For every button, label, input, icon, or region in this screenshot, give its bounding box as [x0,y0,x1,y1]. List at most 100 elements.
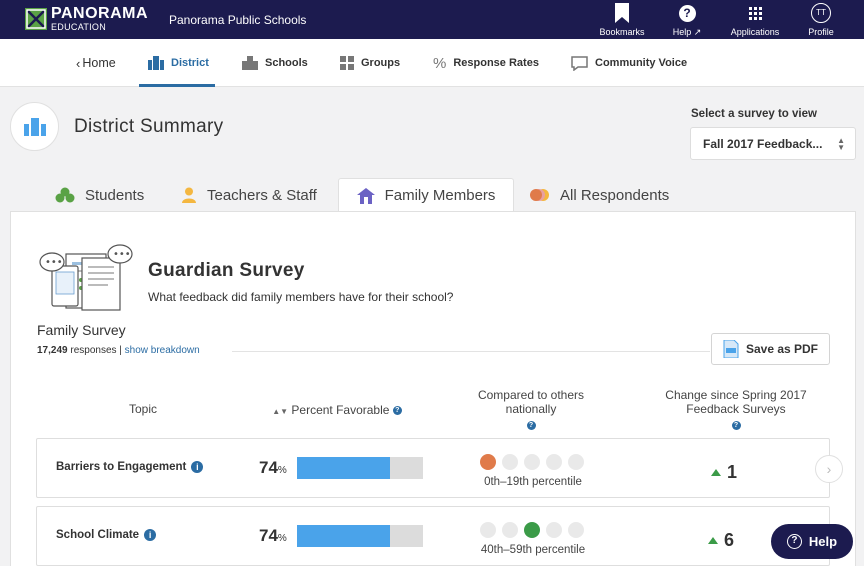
nav-groups[interactable]: Groups [340,39,400,87]
survey-title: Guardian Survey [148,260,305,281]
sort-icon: ▲▼ [272,407,289,416]
survey-select-value: Fall 2017 Feedback... [703,137,823,151]
help-label: Help ↗ [672,27,702,37]
col-change-line2: Feedback Surveys [686,402,786,416]
active-tab-indicator [139,84,215,87]
family-survey-title: Family Survey [37,322,126,338]
percentile-label: 0th–19th percentile [484,476,582,488]
apps-grid-icon [748,6,762,20]
col-percent-label: Percent Favorable [291,403,390,417]
response-count: 17,249 [37,345,68,356]
show-breakdown-link[interactable]: show breakdown [124,345,200,356]
col-percent-favorable[interactable]: ▲▼ Percent Favorable ? [262,403,412,419]
tab-students[interactable]: Students [55,178,144,212]
profile-button[interactable]: TT Profile [791,3,851,37]
students-icon [55,187,75,203]
help-icon: ? [678,4,696,22]
brand[interactable]: PANORAMA EDUCATION [51,6,148,32]
percentile-dot [480,522,496,538]
groups-icon [340,56,354,70]
favorable-bar [297,457,423,479]
divider [232,351,710,352]
avatar: TT [811,3,831,23]
percentile-dot [568,454,584,470]
tab-teachers-staff[interactable]: Teachers & Staff [181,178,317,212]
info-icon[interactable]: ? [526,421,536,431]
percentile-dot [568,522,584,538]
school-icon [242,56,258,70]
save-pdf-button[interactable]: Save as PDF [711,333,830,365]
nav-community-voice-label: Community Voice [595,57,688,69]
percent-unit: % [277,533,287,544]
chevron-right-icon[interactable]: › [815,455,843,483]
save-pdf-label: Save as PDF [745,342,819,356]
col-compared-line2: nationally [505,402,557,416]
survey-select[interactable]: Fall 2017 Feedback... ▲ ▼ [690,127,856,160]
col-change-line1: Change since Spring 2017 [665,388,807,402]
district-page-icon [10,102,59,151]
percent-favorable-value: 74% [259,526,287,546]
org-name: Panorama Public Schools [169,13,307,27]
info-icon[interactable]: ? [731,421,741,431]
chat-icon [571,55,588,71]
bookmark-icon [615,3,629,23]
top-bar: PANORAMA EDUCATION Panorama Public Schoo… [0,0,864,39]
brand-name: PANORAMA [51,5,149,22]
nav-response-rates[interactable]: % Response Rates [433,39,539,87]
percent-unit: % [277,465,287,476]
response-summary: 17,249 responses | show breakdown [37,345,200,356]
chevron-left-icon: ‹ [76,55,81,71]
tab-all-respondents[interactable]: All Respondents [530,178,669,212]
table-row[interactable]: Barriers to Engagement i 74% 0th–19th pe… [36,438,830,498]
survey-illustration: ••• ••• [38,240,134,317]
help-button[interactable]: ? Help [771,524,853,559]
row-topic[interactable]: School Climate i [56,529,157,541]
table-row[interactable]: School Climate i 74% 40th–59th percentil… [36,506,830,566]
svg-text:•••: ••• [113,249,131,260]
bookmarks-label: Bookmarks [599,27,645,37]
col-topic: Topic [128,402,157,416]
row-topic-label: Barriers to Engagement [56,461,187,473]
tab-family-members[interactable]: Family Members [338,178,514,212]
arrow-up-icon [711,469,721,476]
change-number: 1 [727,462,738,482]
percentile-dot [524,522,540,538]
applications-button[interactable]: Applications [725,3,785,37]
change-value: 1 [711,462,737,483]
row-topic[interactable]: Barriers to Engagement i [56,461,204,473]
sort-arrows-icon: ▲ ▼ [837,136,845,152]
home-link[interactable]: ‹ Home [76,39,116,87]
bookmarks-button[interactable]: Bookmarks [592,3,652,37]
responses-word: responses [70,345,117,356]
info-icon[interactable]: i [144,529,157,541]
nav-district-label: District [171,57,209,69]
percentile-dot [502,522,518,538]
percentile-dot [480,454,496,470]
profile-label: Profile [808,27,834,37]
col-compared-line1: Compared to others [477,388,585,402]
percentile-dot [546,454,562,470]
nav-community-voice[interactable]: Community Voice [571,39,687,87]
home-label: Home [82,56,116,70]
nav-schools[interactable]: Schools [242,39,308,87]
nav-district[interactable]: District [148,39,209,87]
info-icon[interactable]: i [191,461,204,473]
respondents-icon [530,189,549,201]
help-link[interactable]: ? Help ↗ [657,3,717,38]
survey-subtitle: What feedback did family members have fo… [148,290,454,304]
change-value: 6 [708,530,734,551]
panorama-logo-icon[interactable] [25,8,47,30]
percent-favorable-value: 74% [259,458,287,478]
percentile-dot [502,454,518,470]
percentile-dots [480,454,584,470]
brand-subname: EDUCATION [51,22,107,32]
col-compared: Compared to others nationally ? [456,388,606,432]
nav-groups-label: Groups [361,57,401,69]
change-number: 6 [724,530,735,550]
district-icon [148,56,164,70]
tab-all-respondents-label: All Respondents [560,186,670,204]
person-icon [182,187,196,203]
arrow-up-icon [708,537,718,544]
sub-navigation: ‹ Home District Schools Groups % Respons… [0,39,864,87]
info-icon[interactable]: ? [392,406,402,416]
